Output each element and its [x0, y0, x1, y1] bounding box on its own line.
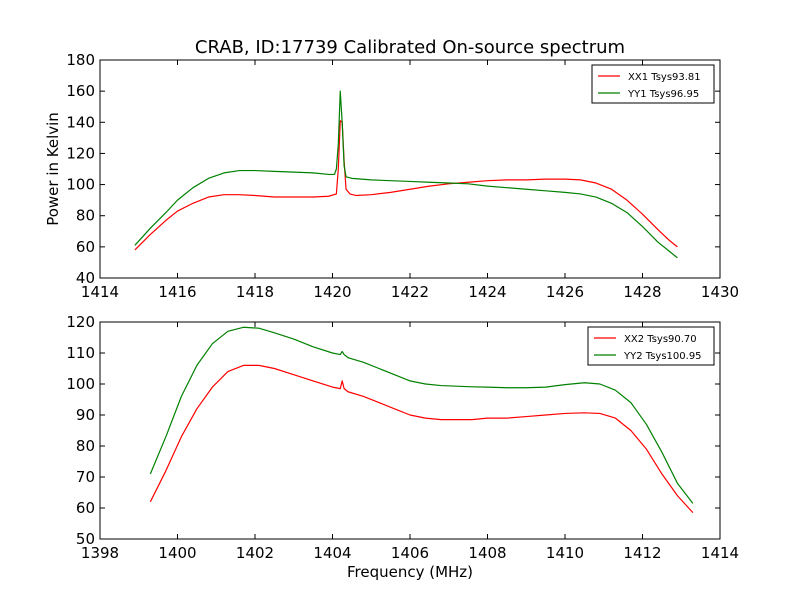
- x-tick-label-top-8: 1430: [701, 283, 739, 301]
- x-axis-label-bottom: Frequency (MHz): [347, 563, 473, 581]
- series-line-bottom-1: [149, 326, 694, 504]
- x-tick-label-top-3: 1420: [313, 283, 351, 301]
- y-axis-label-top: Power in Kelvin: [44, 112, 62, 226]
- x-tick-label-bottom-6: 1410: [546, 544, 584, 562]
- y-tick-label-bottom-3: 80: [76, 437, 95, 455]
- x-tick-label-top-4: 1422: [391, 283, 429, 301]
- y-tick-label-bottom-4: 90: [76, 406, 95, 424]
- x-tick-label-top-0: 1414: [81, 283, 119, 301]
- x-tick-label-bottom-0: 1398: [81, 544, 119, 562]
- y-tick-label-top-3: 100: [66, 176, 95, 194]
- x-tick-label-bottom-2: 1402: [236, 544, 274, 562]
- x-tick-label-bottom-5: 1408: [468, 544, 506, 562]
- legend-label-bottom-0: XX2 Tsys90.70: [624, 334, 697, 345]
- y-tick-label-top-5: 140: [66, 113, 95, 131]
- x-tick-label-top-2: 1418: [236, 283, 274, 301]
- x-tick-label-bottom-8: 1414: [701, 544, 739, 562]
- legend-label-bottom-1: YY2 Tsys100.95: [623, 351, 702, 362]
- chart-title-top: CRAB, ID:17739 Calibrated On-source spec…: [195, 37, 625, 58]
- series-line-top-0: [134, 120, 678, 251]
- x-tick-label-bottom-1: 1400: [158, 544, 196, 562]
- legend-box-bottom: [587, 326, 715, 366]
- y-tick-label-top-1: 60: [76, 238, 95, 256]
- y-tick-label-bottom-2: 70: [76, 468, 95, 486]
- y-tick-label-top-0: 40: [76, 269, 95, 287]
- x-tick-label-top-6: 1426: [546, 283, 584, 301]
- x-tick-label-top-5: 1424: [468, 283, 506, 301]
- y-tick-label-top-6: 160: [66, 82, 95, 100]
- series-line-bottom-0: [149, 364, 694, 514]
- x-tick-label-bottom-7: 1412: [623, 544, 661, 562]
- legend-box-top: [591, 64, 715, 104]
- y-tick-label-top-2: 80: [76, 207, 95, 225]
- plot-bottom: 1398 1400 1402 1404 1406 1408 1410 1412 1414 50 60…: [66, 313, 739, 562]
- x-tick-label-top-1: 1416: [158, 283, 196, 301]
- y-tick-label-top-4: 120: [66, 144, 95, 162]
- y-tick-label-bottom-0: 50: [76, 530, 95, 548]
- x-tick-label-bottom-3: 1404: [313, 544, 351, 562]
- y-tick-label-bottom-6: 110: [66, 344, 95, 362]
- y-tick-label-bottom-7: 120: [66, 313, 95, 331]
- y-tick-label-bottom-1: 60: [76, 499, 95, 517]
- y-tick-label-top-7: 180: [66, 51, 95, 69]
- plot-top: 1414 1416 1418 1420 1422 1424 1426 1428 1430 40 60…: [66, 51, 739, 301]
- legend-label-top-1: YY1 Tsys96.95: [627, 89, 699, 100]
- x-tick-label-bottom-4: 1406: [391, 544, 429, 562]
- legend-label-top-0: XX1 Tsys93.81: [628, 72, 701, 83]
- y-tick-label-bottom-5: 100: [66, 375, 95, 393]
- series-line-top-1: [134, 90, 678, 259]
- x-tick-label-top-7: 1428: [623, 283, 661, 301]
